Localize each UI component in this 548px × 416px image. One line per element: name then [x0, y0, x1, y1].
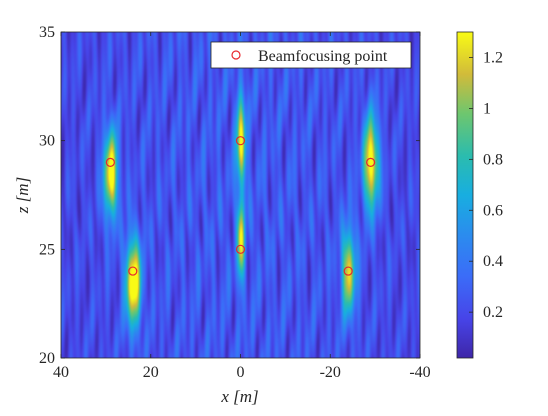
beamfocusing-markers	[105, 136, 376, 276]
colorbar-tick-label: 1.2	[483, 49, 503, 66]
y-tick-label: 25	[39, 241, 55, 258]
y-axis-label: z [m]	[13, 177, 32, 214]
colorbar-tick-label: 0.6	[483, 202, 503, 219]
colorbar: 0.2 0.4 0.6 0.8 1 1.2	[456, 31, 503, 359]
x-axis-ticks: 40 20 0 -20 -40	[53, 32, 431, 381]
x-axis-label: x [m]	[220, 387, 258, 406]
plot-area	[60, 31, 421, 359]
legend: Beamfocusing point	[210, 41, 412, 69]
x-tick-label: -20	[320, 364, 341, 381]
heatmap-image	[61, 32, 420, 358]
colorbar-gradient	[456, 31, 474, 359]
colorbar-tick-label: 1	[483, 100, 491, 117]
x-tick-label: 20	[143, 364, 159, 381]
y-tick-label: 35	[39, 24, 55, 41]
legend-marker	[231, 50, 241, 60]
beamfocusing-point-marker	[105, 157, 115, 167]
x-tick-label: -40	[409, 364, 430, 381]
beamfocusing-point-marker	[343, 266, 353, 276]
y-tick-label: 30	[39, 133, 55, 150]
colorbar-tick-label: 0.2	[483, 304, 503, 321]
legend-box	[210, 41, 412, 69]
colorbar-tick-label: 0.8	[483, 151, 503, 168]
legend-label: Beamfocusing point	[258, 48, 388, 65]
beamfocusing-point-marker	[235, 244, 246, 254]
beamfocusing-point-marker	[235, 136, 246, 146]
x-tick-label: 0	[237, 364, 245, 381]
beamfocusing-point-marker	[128, 266, 138, 276]
y-axis-ticks: 20 25 30 35	[39, 24, 420, 367]
colorbar-tick-label: 0.4	[483, 253, 503, 270]
y-tick-label: 20	[39, 350, 55, 367]
colorbar-ticks: 0.2 0.4 0.6 0.8 1 1.2	[469, 49, 503, 321]
x-tick-label: 40	[53, 364, 69, 381]
beamfocusing-point-marker	[366, 157, 376, 167]
